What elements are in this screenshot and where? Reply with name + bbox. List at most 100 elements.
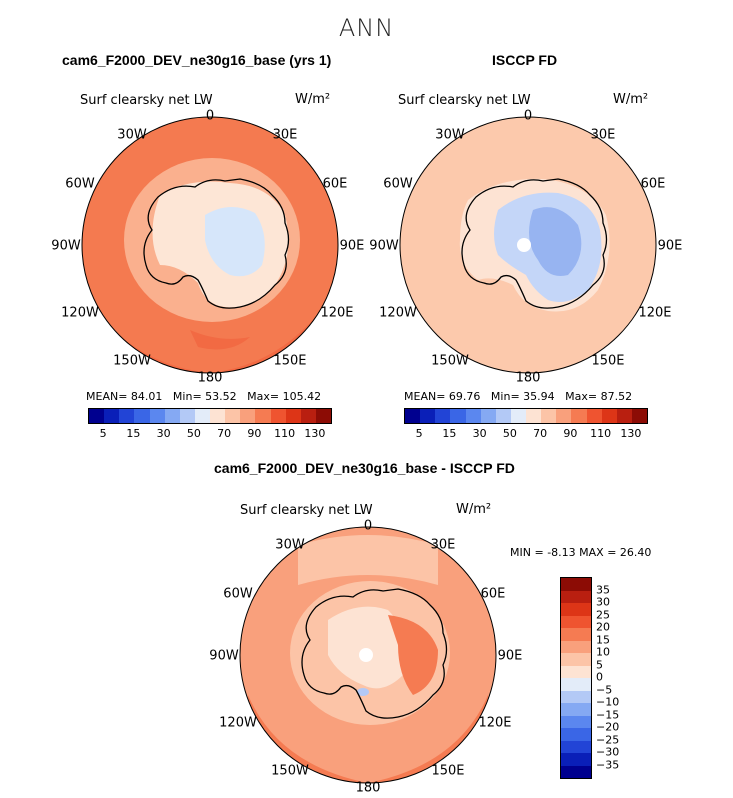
- colorbar-tick-label: −5: [596, 683, 613, 696]
- colorbar-box: [561, 703, 591, 716]
- colorbar-tick-label: 70: [217, 427, 232, 440]
- colorbar-ticks-obs: 5 15 30 50 70 90 110 130: [404, 427, 646, 441]
- strong-patch: [190, 330, 250, 350]
- lon-label-30w: 30W: [117, 127, 147, 143]
- colorbar-box: [561, 715, 591, 728]
- colorbar-box: [315, 409, 331, 423]
- colorbar-ticks-diff: 35 30 25 20 15 10 5 0 −5 −10 −15 −20 −25 −30 −35: [596, 577, 636, 777]
- units-label-obs: W/m²: [613, 92, 649, 107]
- lon-label-120e: 120E: [478, 715, 512, 731]
- colorbar-tick-label: 70: [533, 427, 548, 440]
- panel-title-model: cam6_F2000_DEV_ne30g16_base (yrs 1): [62, 52, 332, 68]
- colorbar-tick-label: −10: [596, 695, 620, 709]
- colorbar-tick-label: 90: [247, 427, 262, 440]
- pole-hole: [359, 648, 373, 662]
- colorbar-box: [300, 409, 316, 423]
- colorbar-tick-label: −35: [596, 758, 620, 771]
- colorbar-box: [510, 409, 526, 423]
- colorbar-tick-label: 5: [99, 427, 107, 440]
- variable-label-model: Surf clearsky net LW: [80, 93, 213, 108]
- colorbar-tick-label: 5: [596, 658, 603, 671]
- lon-label-120w: 120W: [61, 305, 99, 321]
- colorbar-tick-label: 10: [596, 645, 610, 659]
- colorbar-box: [285, 409, 301, 423]
- colorbar-box: [571, 409, 587, 423]
- lon-label-120w: 120W: [219, 715, 257, 731]
- colorbar-box: [561, 615, 591, 628]
- plateau-zone: [205, 206, 265, 277]
- lon-label-30e: 30E: [430, 537, 456, 553]
- lon-label-30e: 30E: [590, 127, 616, 143]
- negative-patch: [357, 688, 369, 696]
- antarctica-coastline: [461, 178, 608, 309]
- units-label-model: W/m²: [295, 92, 331, 107]
- lon-label-30w: 30W: [275, 537, 305, 553]
- colorbar-box: [561, 740, 591, 753]
- colorbar-box: [561, 665, 591, 678]
- lon-label-150e: 150E: [591, 353, 625, 369]
- lon-label-60e: 60E: [640, 176, 666, 192]
- weak-top: [298, 535, 438, 585]
- lon-label-90w: 90W: [51, 238, 81, 254]
- colorbar-box: [561, 628, 591, 641]
- colorbar-box: [561, 678, 591, 691]
- colorbar-box: [179, 409, 195, 423]
- pole-hole: [517, 238, 531, 252]
- colorbar-box: [561, 578, 591, 591]
- lon-label-150w: 150W: [113, 353, 151, 369]
- lon-label-90e: 90E: [657, 238, 683, 254]
- colorbar-box: [134, 409, 150, 423]
- colorbar-box: [561, 753, 591, 766]
- colorbar-tick-label: 110: [590, 427, 612, 440]
- colorbar-tick-label: 90: [563, 427, 578, 440]
- lon-label-120e: 120E: [638, 305, 672, 321]
- lon-label-180: 180: [515, 370, 541, 386]
- colorbar-tick-label: 15: [442, 427, 457, 440]
- colorbar-tick-label: 110: [274, 427, 296, 440]
- lon-label-90w: 90W: [369, 238, 399, 254]
- colorbar-box: [225, 409, 241, 423]
- colorbar-box: [255, 409, 271, 423]
- colorbar-tick-label: 25: [596, 608, 610, 621]
- colorbar-box: [561, 603, 591, 616]
- colorbar-tick-label: 130: [304, 427, 326, 440]
- lon-label-30w: 30W: [435, 127, 465, 143]
- colorbar-box: [561, 653, 591, 666]
- polar-map-obs: [399, 116, 657, 374]
- colorbar-box: [561, 765, 591, 778]
- colorbar-box: [601, 409, 617, 423]
- colorbar-box: [465, 409, 481, 423]
- lon-label-0: 0: [523, 108, 533, 124]
- strong-band: [240, 695, 496, 783]
- colorbar-tick-label: 130: [620, 427, 642, 440]
- colorbar-box: [561, 640, 591, 653]
- colorbar-box: [561, 690, 591, 703]
- colorbar-box: [89, 409, 105, 423]
- lon-label-180: 180: [355, 780, 381, 796]
- lon-label-0: 0: [363, 518, 373, 534]
- colorbar-tick-label: 30: [472, 427, 487, 440]
- season-title: ANN: [338, 14, 395, 42]
- interior-zone: [328, 606, 406, 689]
- lon-label-180: 180: [197, 370, 223, 386]
- panel-title-obs: ISCCP FD: [492, 52, 558, 68]
- stats-model: MEAN= 84.01 Min= 53.52 Max= 105.42: [86, 390, 322, 403]
- colorbar-ticks-model: 5 15 30 50 70 90 110 130: [88, 427, 330, 441]
- colorbar-box: [480, 409, 496, 423]
- lon-label-90e: 90E: [497, 648, 523, 664]
- colorbar-model: [88, 408, 332, 424]
- colorbar-tick-label: 30: [596, 595, 610, 609]
- colorbar-box: [616, 409, 632, 423]
- lon-label-30e: 30E: [272, 127, 298, 143]
- colorbar-tick-label: 50: [502, 427, 517, 440]
- panel-title-diff: cam6_F2000_DEV_ne30g16_base - ISCCP FD: [214, 460, 515, 476]
- strong-interior: [388, 615, 438, 695]
- colorbar-tick-label: 15: [596, 633, 610, 646]
- variable-label-diff: Surf clearsky net LW: [240, 503, 373, 518]
- lon-label-120e: 120E: [320, 305, 354, 321]
- colorbar-tick-label: −15: [596, 708, 620, 721]
- lon-label-60w: 60W: [65, 176, 95, 192]
- lon-label-150w: 150W: [431, 353, 469, 369]
- lon-label-150e: 150E: [273, 353, 307, 369]
- stats-obs: MEAN= 69.76 Min= 35.94 Max= 87.52: [404, 390, 633, 403]
